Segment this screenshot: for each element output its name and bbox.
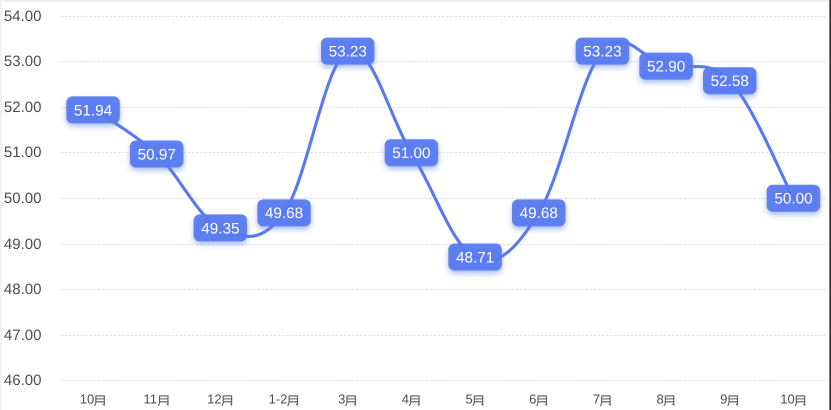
svg-text:50.00: 50.00: [4, 190, 42, 207]
svg-text:53.00: 53.00: [4, 53, 42, 70]
svg-text:5: 5: [465, 392, 472, 407]
svg-text:48.71: 48.71: [456, 249, 494, 266]
svg-text:49.00: 49.00: [4, 236, 42, 253]
svg-text:52.58: 52.58: [711, 73, 749, 90]
svg-text:10: 10: [780, 392, 794, 407]
svg-text:3: 3: [338, 392, 345, 407]
svg-text:50.97: 50.97: [138, 146, 176, 163]
svg-text:12: 12: [207, 392, 221, 407]
svg-text:4: 4: [402, 392, 409, 407]
svg-text:51.00: 51.00: [392, 145, 430, 162]
svg-text:8: 8: [657, 392, 664, 407]
svg-text:1-2: 1-2: [269, 392, 288, 407]
svg-text:51.00: 51.00: [4, 144, 42, 161]
svg-text:50.00: 50.00: [774, 191, 812, 208]
svg-text:53.23: 53.23: [329, 43, 367, 60]
svg-text:11: 11: [143, 392, 157, 407]
svg-text:48.00: 48.00: [4, 281, 42, 298]
svg-text:52.90: 52.90: [647, 59, 685, 76]
svg-text:51.94: 51.94: [74, 102, 113, 119]
svg-text:54.00: 54.00: [4, 8, 42, 25]
svg-text:10: 10: [80, 392, 94, 407]
svg-text:7: 7: [593, 392, 600, 407]
svg-text:6: 6: [529, 392, 536, 407]
svg-text:49.35: 49.35: [201, 220, 239, 237]
svg-text:49.68: 49.68: [520, 205, 558, 222]
svg-text:52.00: 52.00: [4, 99, 42, 116]
svg-text:49.68: 49.68: [265, 205, 303, 222]
svg-text:9: 9: [720, 392, 727, 407]
svg-text:47.00: 47.00: [4, 327, 42, 344]
svg-text:53.23: 53.23: [583, 43, 621, 60]
svg-text:46.00: 46.00: [4, 372, 42, 389]
